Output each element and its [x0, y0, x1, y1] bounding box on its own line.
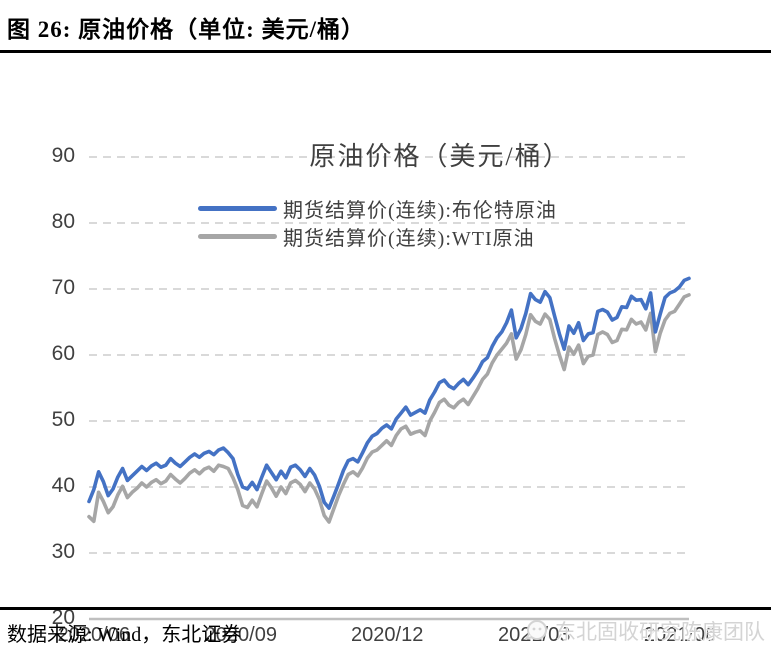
y-tick-label: 40 — [51, 474, 75, 497]
y-tick-label: 80 — [51, 210, 75, 233]
official-account-icon — [525, 620, 547, 640]
y-tick-label: 90 — [51, 144, 75, 167]
y-tick-label: 20 — [51, 606, 75, 629]
data-source: 数据来源: Wind，东北证券 — [7, 624, 242, 646]
brent-line-swatch — [198, 205, 277, 211]
x-tick-label: 2020/06 — [57, 624, 130, 646]
legend-label-wti: 期货结算价(连续):WTI原油 — [283, 227, 535, 250]
y-tick-label: 60 — [51, 342, 75, 365]
y-tick-label: 30 — [51, 540, 75, 563]
x-tick-label: 2020/09 — [204, 624, 277, 646]
caption-divider — [0, 50, 771, 53]
footer-divider — [0, 607, 771, 610]
chart-canvas — [87, 156, 691, 621]
legend-item-wti: 期货结算价(连续):WTI原油 — [198, 224, 535, 250]
legend-item-brent: 期货结算价(连续):布伦特原油 — [198, 196, 557, 222]
x-tick-label: 2021/06 — [643, 624, 717, 646]
y-tick-label: 50 — [51, 408, 75, 431]
oil-price-chart: 原油价格（美元/桶） 期货结算价(连续):布伦特原油 期货结算价(连续):WTI… — [0, 60, 771, 646]
legend-label-brent: 期货结算价(连续):布伦特原油 — [283, 199, 557, 222]
figure-caption: 图 26: 原油价格（单位: 美元/桶） — [7, 17, 365, 42]
x-tick-label: 2020/12 — [351, 624, 424, 646]
y-tick-label: 70 — [51, 276, 75, 299]
wti-line-swatch — [198, 233, 277, 239]
watermark-text: 东北固收研究陈康团队 — [555, 620, 765, 644]
watermark: 东北固收研究陈康团队 — [523, 616, 765, 646]
chart-title: 原油价格（美元/桶） — [309, 142, 571, 171]
